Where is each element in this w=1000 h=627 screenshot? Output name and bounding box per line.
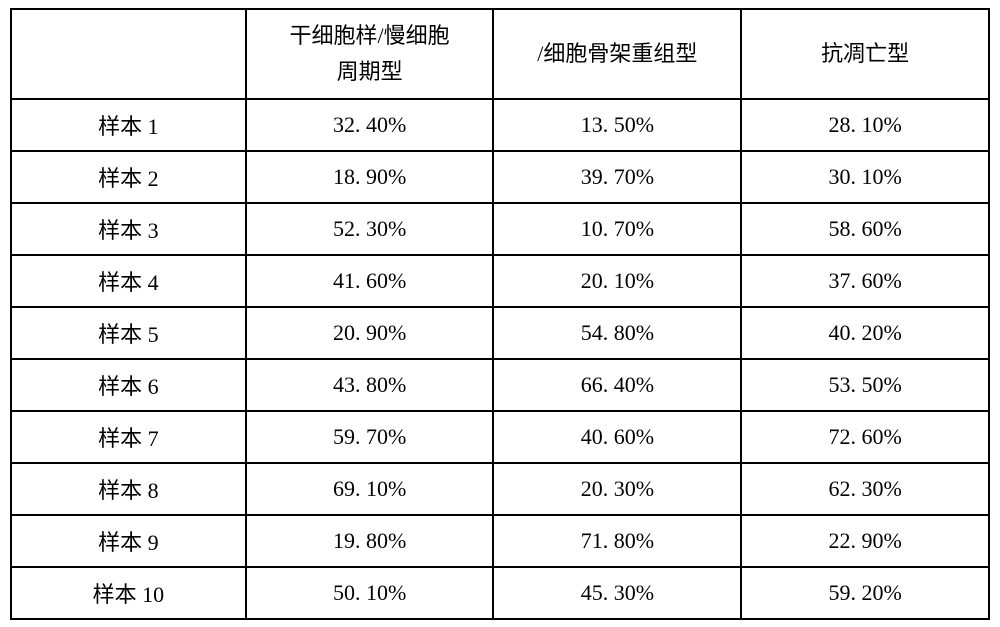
cell-value: 20. 10%	[493, 255, 741, 307]
cell-value: 13. 50%	[493, 99, 741, 151]
header-col-1: 干细胞样/慢细胞周期型	[246, 9, 494, 99]
cell-value: 28. 10%	[741, 99, 989, 151]
cell-value: 66. 40%	[493, 359, 741, 411]
row-label: 样本 7	[11, 411, 246, 463]
cell-value: 54. 80%	[493, 307, 741, 359]
cell-value: 72. 60%	[741, 411, 989, 463]
table-row: 样本 7 59. 70% 40. 60% 72. 60%	[11, 411, 989, 463]
row-label: 样本 3	[11, 203, 246, 255]
cell-value: 40. 60%	[493, 411, 741, 463]
cell-value: 10. 70%	[493, 203, 741, 255]
cell-value: 71. 80%	[493, 515, 741, 567]
cell-value: 58. 60%	[741, 203, 989, 255]
header-row: 干细胞样/慢细胞周期型 /细胞骨架重组型 抗凋亡型	[11, 9, 989, 99]
table-row: 样本 2 18. 90% 39. 70% 30. 10%	[11, 151, 989, 203]
row-label: 样本 2	[11, 151, 246, 203]
table-row: 样本 6 43. 80% 66. 40% 53. 50%	[11, 359, 989, 411]
cell-value: 59. 70%	[246, 411, 494, 463]
row-label: 样本 5	[11, 307, 246, 359]
header-blank	[11, 9, 246, 99]
cell-value: 37. 60%	[741, 255, 989, 307]
cell-value: 20. 30%	[493, 463, 741, 515]
cell-value: 39. 70%	[493, 151, 741, 203]
table-row: 样本 4 41. 60% 20. 10% 37. 60%	[11, 255, 989, 307]
cell-value: 59. 20%	[741, 567, 989, 619]
cell-value: 22. 90%	[741, 515, 989, 567]
table-row: 样本 8 69. 10% 20. 30% 62. 30%	[11, 463, 989, 515]
cell-value: 45. 30%	[493, 567, 741, 619]
cell-value: 62. 30%	[741, 463, 989, 515]
row-label: 样本 6	[11, 359, 246, 411]
cell-value: 18. 90%	[246, 151, 494, 203]
table-body: 样本 1 32. 40% 13. 50% 28. 10% 样本 2 18. 90…	[11, 99, 989, 619]
cell-value: 20. 90%	[246, 307, 494, 359]
table-row: 样本 3 52. 30% 10. 70% 58. 60%	[11, 203, 989, 255]
row-label: 样本 10	[11, 567, 246, 619]
row-label: 样本 9	[11, 515, 246, 567]
cell-value: 52. 30%	[246, 203, 494, 255]
cell-value: 32. 40%	[246, 99, 494, 151]
cell-value: 53. 50%	[741, 359, 989, 411]
row-label: 样本 8	[11, 463, 246, 515]
cell-value: 43. 80%	[246, 359, 494, 411]
table-row: 样本 1 32. 40% 13. 50% 28. 10%	[11, 99, 989, 151]
cell-value: 69. 10%	[246, 463, 494, 515]
cell-value: 40. 20%	[741, 307, 989, 359]
header-col-2: /细胞骨架重组型	[493, 9, 741, 99]
table-row: 样本 9 19. 80% 71. 80% 22. 90%	[11, 515, 989, 567]
cell-value: 30. 10%	[741, 151, 989, 203]
header-col-3: 抗凋亡型	[741, 9, 989, 99]
cell-value: 41. 60%	[246, 255, 494, 307]
cell-value: 50. 10%	[246, 567, 494, 619]
row-label: 样本 4	[11, 255, 246, 307]
table-row: 样本 5 20. 90% 54. 80% 40. 20%	[11, 307, 989, 359]
data-table: 干细胞样/慢细胞周期型 /细胞骨架重组型 抗凋亡型 样本 1 32. 40% 1…	[10, 8, 990, 620]
cell-value: 19. 80%	[246, 515, 494, 567]
row-label: 样本 1	[11, 99, 246, 151]
table-row: 样本 10 50. 10% 45. 30% 59. 20%	[11, 567, 989, 619]
